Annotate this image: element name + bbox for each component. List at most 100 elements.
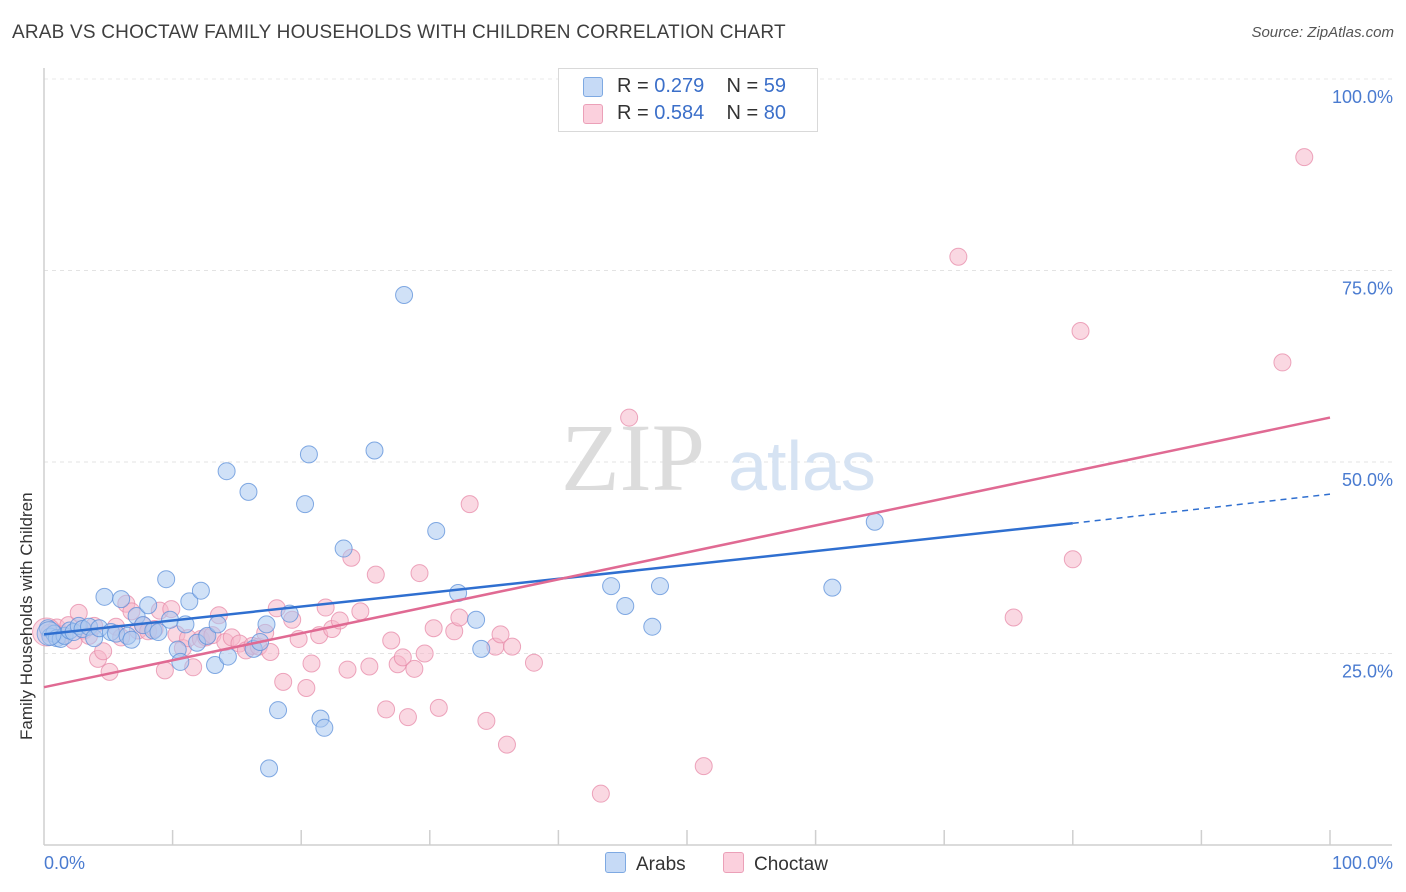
choctaw-point [1063, 550, 1082, 569]
arabs-point [239, 482, 258, 501]
stats-n-value: 59 [763, 75, 787, 97]
watermark-atlas: atlas [728, 427, 876, 505]
legend-label-arabs: Arabs [636, 854, 686, 875]
choctaw-point [503, 637, 522, 656]
source-credit: Source: ZipAtlas.com [1251, 24, 1394, 41]
choctaw-point [429, 698, 448, 717]
legend-swatch-arabs [605, 852, 626, 873]
axes [43, 68, 1392, 846]
choctaw-point [949, 247, 968, 266]
stats-n-label: N = [726, 75, 764, 97]
grid-lines [44, 78, 1392, 654]
arabs-point [206, 655, 225, 674]
choctaw-point [94, 642, 113, 661]
choctaw-point [524, 653, 543, 672]
arabs-point [180, 592, 199, 611]
choctaw-point [1295, 148, 1314, 167]
choctaw-point [351, 602, 370, 621]
choctaw-point [491, 625, 510, 644]
arabs-point [472, 639, 491, 658]
x-tick-label: 100.0% [1332, 853, 1393, 873]
chart-title: ARAB VS CHOCTAW FAMILY HOUSEHOLDS WITH C… [12, 22, 786, 43]
stats-swatch-choctaw [583, 104, 603, 124]
choctaw-point [302, 654, 321, 673]
arabs-point [334, 539, 353, 558]
arabs-point [616, 597, 635, 616]
choctaw-point [338, 660, 357, 679]
stats-r-label: R = [617, 102, 655, 124]
choctaw-point [393, 648, 412, 667]
series-arabs [36, 286, 884, 778]
legend-label-choctaw: Choctaw [754, 854, 828, 875]
choctaw-point [377, 700, 396, 719]
choctaw-point [405, 659, 424, 678]
choctaw-point [1273, 353, 1292, 372]
choctaw-point [316, 598, 335, 617]
trend-lines [43, 416, 1331, 689]
arabs-point [198, 626, 217, 645]
stats-r-label: R = [617, 75, 655, 97]
arabs-point [269, 701, 288, 720]
arabs-point [95, 587, 114, 606]
y-tick-label: 50.0% [1342, 470, 1393, 490]
arabs-point [299, 445, 318, 464]
stats-r-value: 0.584 [654, 102, 705, 124]
arabs-point [191, 581, 210, 600]
arabs-point [122, 630, 141, 649]
arabs-point [208, 615, 227, 634]
arabs-point [650, 577, 669, 596]
arabs-point [157, 570, 176, 589]
choctaw-point [382, 631, 401, 650]
choctaw-point [1004, 608, 1023, 627]
arabs-point [427, 521, 446, 540]
stats-legend: R = 0.279 N = 59 R = 0.584 N = 80 [558, 68, 818, 132]
choctaw-point [591, 784, 610, 803]
choctaw-point [477, 711, 496, 730]
choctaw-point [297, 678, 316, 697]
choctaw-point [450, 608, 469, 627]
arabs-point [643, 617, 662, 636]
arabs-point [395, 286, 414, 305]
choctaw-point [366, 565, 385, 584]
choctaw-point [410, 564, 429, 583]
choctaw-point [497, 735, 516, 754]
watermark: ZIP atlas [561, 404, 876, 511]
y-tick-label: 100.0% [1332, 87, 1393, 107]
tick-labels: 25.0% 50.0% 75.0% 100.0% 0.0% 100.0% [44, 87, 1393, 873]
arabs-point [602, 577, 621, 596]
arabs-point [315, 718, 334, 737]
choctaw-point [398, 708, 417, 727]
arabs-point [257, 615, 276, 634]
choctaw-point [415, 644, 434, 663]
choctaw-point [1071, 322, 1090, 341]
choctaw-point [360, 657, 379, 676]
legend-swatch-choctaw [723, 852, 744, 873]
legend-item-arabs: Arabs [605, 852, 686, 876]
trend-line-choctaw [43, 416, 1331, 689]
arabs-point [260, 759, 279, 778]
arabs-point [296, 495, 315, 514]
choctaw-point [694, 757, 713, 776]
stats-r-value: 0.279 [654, 75, 705, 97]
arabs-point [865, 512, 884, 531]
stats-n-label: N = [726, 102, 764, 124]
arabs-point [112, 590, 131, 609]
choctaw-point [155, 661, 174, 680]
y-axis-label: Family Households with Children [17, 492, 36, 740]
arabs-point [365, 441, 384, 460]
arabs-point [467, 610, 486, 629]
arabs-point [149, 623, 168, 642]
y-tick-label: 25.0% [1342, 662, 1393, 682]
arabs-point [171, 652, 190, 671]
trend-line-arabs-extension [1072, 493, 1331, 525]
stats-swatch-arabs [583, 77, 603, 97]
choctaw-point [460, 495, 479, 514]
x-tick-label: 0.0% [44, 853, 85, 873]
choctaw-point [620, 408, 639, 427]
legend-item-choctaw: Choctaw [723, 852, 828, 876]
arabs-point [217, 462, 236, 481]
choctaw-point [424, 619, 443, 638]
y-tick-label: 75.0% [1342, 279, 1393, 299]
arabs-point [139, 596, 158, 615]
